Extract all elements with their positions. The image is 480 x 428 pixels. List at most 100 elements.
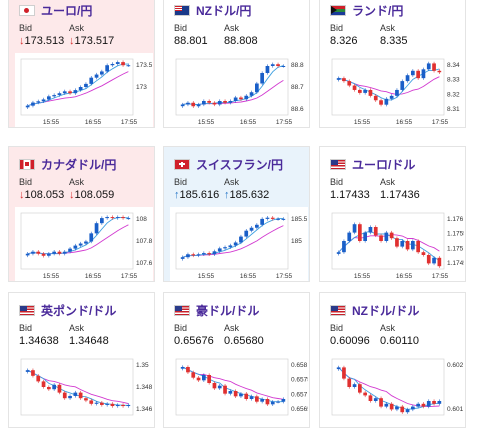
candle-down — [373, 227, 378, 236]
currency-pair-title[interactable]: NZドル/円 — [196, 3, 252, 18]
bid-ask-labels: Bid Ask — [330, 323, 395, 333]
x-tick-label: 15:55 — [198, 273, 215, 280]
candle-up — [217, 385, 222, 389]
bid-price-value: 88.801 — [174, 35, 208, 47]
currency-pair-title[interactable]: ユーロ/円 — [41, 3, 93, 18]
candle-up — [260, 399, 264, 402]
candle-down — [432, 401, 436, 404]
bid-ask-prices: 1.34638 1.34648 — [19, 335, 109, 347]
x-tick-label: 17:55 — [121, 273, 138, 280]
down-arrow-icon: ↓ — [69, 35, 75, 47]
x-tick-label: 17:55 — [432, 119, 449, 126]
rate-card[interactable]: 英ポンド/ドル Bid Ask 1.34638 1.34648 1.35 1.348 1.34… — [8, 292, 155, 428]
moving-average-short — [338, 367, 440, 410]
us-flag-icon — [19, 304, 35, 316]
x-tick-label: 16:55 — [85, 119, 102, 126]
candle-up — [47, 96, 51, 100]
candle-up — [260, 73, 264, 84]
candle-up — [400, 81, 405, 90]
us-flag-icon — [330, 158, 346, 170]
candle-up — [110, 63, 115, 66]
bid-price-value: 0.65676 — [174, 335, 214, 347]
bid-price-value: 0.60096 — [330, 335, 370, 347]
ask-price-value: 185.632 — [229, 189, 270, 201]
chart-frame — [20, 212, 134, 270]
y-tick-label: 0.602 — [447, 362, 464, 369]
y-tick-label: 108 — [136, 216, 147, 223]
candle-down — [223, 101, 227, 103]
ask-label: Ask — [380, 323, 396, 333]
price-chart[interactable]: 88.8 88.7 88.6 15:55 16:55 17:55 — [170, 53, 308, 127]
up-arrow-icon: ↑ — [174, 189, 180, 201]
y-tick-label: 88.6 — [291, 106, 304, 113]
rate-card[interactable]: カナダドル/円 Bid Ask ↓108.053 ↓108.059 108 107.8 107… — [8, 146, 155, 282]
currency-pair-title[interactable]: 英ポンド/ドル — [41, 303, 117, 318]
fx-rate-board: ユーロ/円 Bid Ask ↓173.513 ↓173.517 173.5 173 15:55… — [8, 0, 466, 428]
candle-up — [100, 71, 104, 75]
candle-up — [68, 395, 72, 399]
currency-pair-title[interactable]: スイスフラン/円 — [196, 157, 283, 172]
ask-price: ↓108.059 — [69, 189, 114, 201]
rate-card[interactable]: 豪ドル/ドル Bid Ask 0.65676 0.65680 0.658 0.6575 0.6… — [163, 292, 310, 428]
candle-up — [426, 401, 431, 407]
price-chart[interactable]: 108 107.8 107.6 15:55 16:55 17:55 — [15, 207, 153, 281]
y-tick-label: 185 — [291, 238, 302, 245]
ask-price: ↓173.517 — [69, 35, 114, 47]
candle-up — [25, 370, 30, 372]
rate-card[interactable]: ユーロ/円 Bid Ask ↓173.513 ↓173.517 173.5 173 15:55… — [8, 0, 155, 128]
candle-down — [110, 217, 115, 219]
rate-card[interactable]: ユーロ/ドルBidAsk1.174331.174361.1761.17551.1… — [319, 146, 466, 282]
candle-up — [217, 101, 222, 105]
candle-up — [363, 232, 367, 241]
currency-pair-title[interactable]: 豪ドル/ドル — [196, 303, 260, 318]
chart-background — [170, 353, 308, 427]
rate-card[interactable]: NZドル/ドル Bid Ask 0.60096 0.60110 0.602 0.601 — [319, 292, 466, 428]
candle-up — [270, 401, 275, 405]
candle-up — [352, 384, 357, 387]
price-chart[interactable]: 173.5 173 15:55 16:55 17:55 — [15, 53, 153, 127]
currency-pair-title[interactable]: ユーロ/ドル — [352, 157, 416, 172]
candle-up — [73, 392, 78, 396]
y-tick-label: 0.658 — [291, 362, 308, 369]
candle-up — [411, 241, 415, 250]
candle-up — [249, 396, 254, 399]
chart-frame — [175, 58, 289, 116]
currency-pair-title[interactable]: NZドル/ドル — [352, 303, 420, 318]
candle-down — [57, 251, 62, 254]
candle-down — [233, 391, 238, 397]
price-chart[interactable]: 185.5 185 15:55 16:55 17:55 — [170, 207, 308, 281]
candle-up — [411, 70, 415, 76]
rate-card[interactable]: スイスフラン/円 Bid Ask ↑185.616 ↑185.632 185.5 185 15… — [163, 146, 310, 282]
candle-down — [110, 403, 115, 407]
candle-down — [78, 392, 83, 399]
candle-down — [276, 64, 280, 66]
candle-down — [36, 375, 41, 382]
candle-down — [342, 78, 346, 82]
y-tick-label: 1.35 — [136, 362, 149, 369]
candle-up — [239, 236, 243, 243]
candle-up — [100, 218, 104, 224]
bid-ask-labels: Bid Ask — [174, 323, 239, 333]
chart-frame — [331, 212, 445, 270]
rate-card[interactable]: ランド/円 Bid Ask 8.326 8.335 8.34 8.33 8.32 8.31 15:… — [319, 0, 466, 128]
candle-up — [228, 101, 233, 103]
y-tick-label: 88.8 — [291, 62, 304, 69]
candle-up — [265, 66, 270, 73]
ask-price: 8.335 — [380, 35, 408, 47]
x-tick-label: 17:55 — [432, 273, 449, 280]
candle-up — [260, 218, 264, 225]
currency-pair-title[interactable]: カナダドル/円 — [41, 157, 117, 172]
candle-up — [233, 97, 238, 101]
candle-down — [405, 241, 410, 250]
candle-up — [115, 62, 120, 64]
price-chart[interactable]: 1.176 1.1755 1.175 1.1745 15:55 16:55 17:55 — [326, 207, 464, 281]
bid-price: 1.34638 — [19, 335, 59, 347]
currency-pair-title[interactable]: ランド/円 — [352, 3, 404, 18]
candle-down — [212, 102, 217, 105]
rate-card[interactable]: NZドル/円 Bid Ask 88.801 88.808 88.8 88.7 88.6 15:5… — [163, 0, 310, 128]
bid-price: ↓173.513 — [19, 35, 64, 47]
price-chart[interactable]: 8.34 8.33 8.32 8.31 15:55 16:55 17:55 — [326, 53, 464, 127]
